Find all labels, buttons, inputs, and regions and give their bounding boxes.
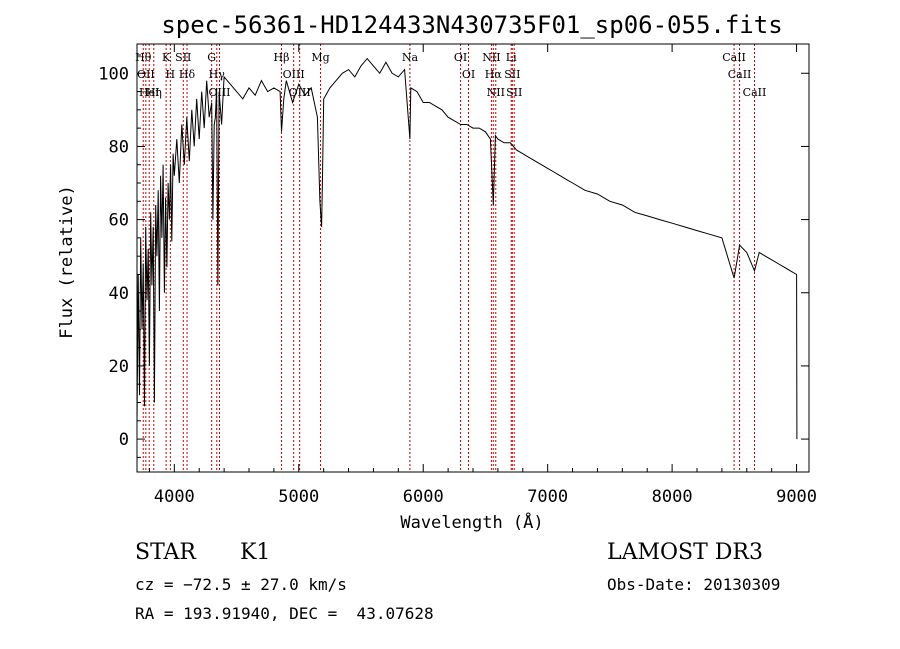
x-axis-label: Wavelength (Å) bbox=[400, 511, 543, 533]
x-tick-label: 7000 bbox=[527, 487, 568, 507]
line-marker-label: Na bbox=[402, 51, 419, 64]
y-tick-label: 100 bbox=[98, 64, 129, 84]
line-marker-label: OIII bbox=[208, 86, 230, 99]
redshift-readout: cz = −72.5 ± 27.0 km/s bbox=[135, 575, 347, 594]
line-marker-label: Hη bbox=[146, 86, 162, 99]
line-marker-label: NII bbox=[482, 51, 500, 64]
x-tick-label: 9000 bbox=[776, 487, 817, 507]
y-axis-ticks: 0 20 40 60 80 100 bbox=[98, 54, 809, 458]
line-marker-label: OI bbox=[454, 51, 467, 64]
line-marker-label: Li bbox=[506, 51, 517, 64]
line-marker-label: Hθ bbox=[135, 51, 152, 64]
line-marker-label: HeI bbox=[139, 86, 159, 99]
line-marker-label: OI bbox=[462, 68, 475, 81]
class-label: STAR bbox=[135, 540, 196, 565]
y-tick-label: 40 bbox=[109, 284, 129, 304]
y-tick-label: 20 bbox=[109, 357, 129, 377]
line-marker-label: SII bbox=[175, 51, 191, 64]
line-marker-label: K bbox=[162, 51, 171, 64]
x-tick-label: 4000 bbox=[154, 487, 195, 507]
line-marker-label: OII bbox=[137, 68, 155, 81]
coordinates-readout: RA = 193.91940, DEC = 43.07628 bbox=[135, 604, 434, 623]
line-marker-label: CaII bbox=[722, 51, 746, 64]
line-marker-label: H bbox=[166, 68, 176, 81]
line-marker-label: Mg bbox=[311, 51, 329, 64]
x-tick-label: 8000 bbox=[652, 487, 693, 507]
x-tick-label: 6000 bbox=[403, 487, 444, 507]
x-tick-label: 5000 bbox=[278, 487, 319, 507]
line-marker-label: SII bbox=[504, 68, 520, 81]
obs-date: Obs-Date: 20130309 bbox=[607, 575, 781, 594]
y-tick-label: 60 bbox=[109, 211, 129, 231]
plot-frame bbox=[136, 43, 810, 473]
y-tick-label: 80 bbox=[109, 137, 129, 157]
line-marker-label: OIII bbox=[289, 86, 311, 99]
line-marker-label: Hα bbox=[485, 68, 503, 81]
line-marker-label: NII bbox=[487, 86, 505, 99]
line-marker-label: Hγ bbox=[209, 68, 226, 81]
line-marker-label: CaII bbox=[743, 86, 767, 99]
y-axis-label: Flux (relative) bbox=[57, 185, 77, 339]
line-marker-label: OIII bbox=[283, 68, 305, 81]
survey-label: LAMOST DR3 bbox=[607, 540, 763, 565]
line-marker-label: Hβ bbox=[274, 51, 290, 64]
line-marker-label: CaII bbox=[728, 68, 752, 81]
line-marker-label: SII bbox=[506, 86, 522, 99]
subclass-label: K1 bbox=[240, 540, 271, 565]
chart-title: spec-56361-HD124433N430735F01_sp06-055.f… bbox=[161, 11, 782, 39]
line-markers bbox=[142, 44, 755, 472]
x-axis-ticks: 4000 5000 6000 7000 8000 9000 bbox=[148, 44, 817, 507]
spectrum-line bbox=[136, 57, 798, 440]
y-tick-label: 0 bbox=[119, 430, 129, 450]
line-marker-label: G bbox=[207, 51, 216, 64]
line-marker-label: Hδ bbox=[179, 68, 196, 81]
